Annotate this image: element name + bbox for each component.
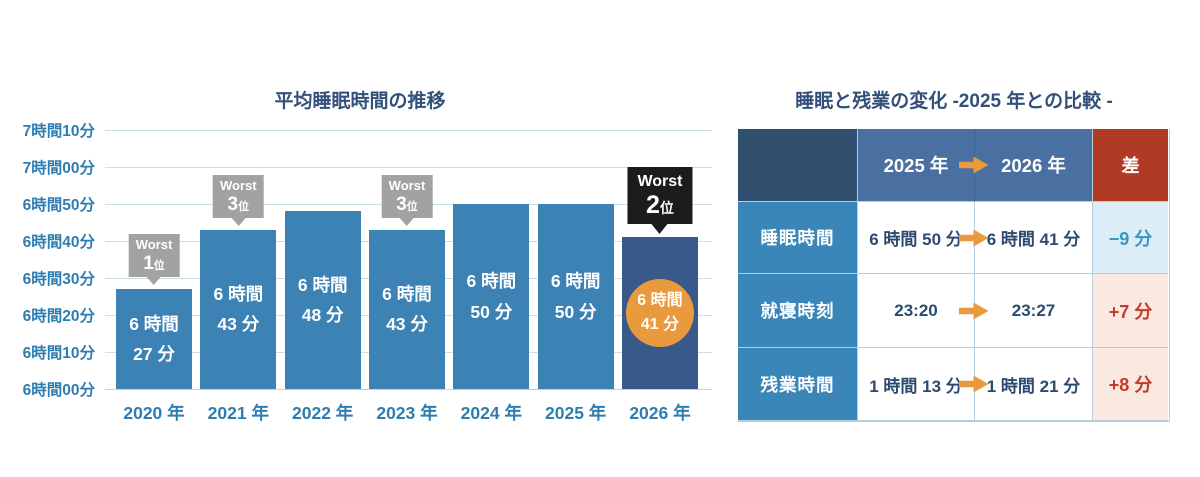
x-axis-tick-label: 2020 年	[123, 403, 185, 423]
table-row-label: 残業時間	[738, 348, 858, 421]
table-header-year-to: 2026 年	[975, 129, 1093, 202]
gridline	[105, 130, 712, 131]
badge-word: Worst	[220, 178, 257, 194]
badge-pointer	[399, 217, 414, 226]
chart-title: 平均睡眠時間の推移	[274, 91, 446, 112]
bar: 6 時間 50 分	[453, 204, 530, 389]
x-axis-tick-label: 2026 年	[629, 403, 691, 423]
worst-rank-badge: Worst 2位	[627, 167, 693, 235]
badge-pointer	[651, 224, 668, 235]
badge-pointer	[231, 217, 246, 226]
bar-value-label: 6 時間 50 分	[466, 271, 517, 322]
table-header-blank-cell	[738, 129, 858, 202]
table-value-to: 6 時間 41 分	[975, 202, 1093, 274]
bar-value-label: 6 時間 43 分	[213, 284, 264, 335]
x-axis-tick-label: 2024 年	[460, 403, 522, 423]
y-axis-tick-label: 6時間00分	[22, 382, 95, 399]
header-right-arrow-icon	[959, 156, 989, 174]
highlight-value-circle: 6 時間 41 分	[625, 279, 694, 348]
table-row-label: 就寝時刻	[738, 274, 858, 348]
bar: 6 時間 50 分	[537, 204, 614, 389]
worst-rank-badge: Worst 1位	[128, 234, 180, 286]
gridline	[105, 167, 712, 168]
bar: 6 時間 43 分 Worst 3位	[200, 175, 277, 389]
y-axis-tick-label: 6時間40分	[22, 234, 95, 251]
bar: 6 時間 48 分	[284, 211, 361, 389]
bar-value-label: 6 時間 50 分	[550, 271, 601, 322]
table-title: 睡眠と残業の変化 -2025 年との比較 -	[795, 91, 1113, 112]
gridline	[105, 389, 712, 390]
value-from-text: 23:20	[894, 300, 938, 320]
table-row-label: 睡眠時間	[738, 202, 858, 274]
table-value-from: 1 時間 13 分	[858, 348, 989, 421]
x-axis-tick-label: 2023 年	[376, 403, 438, 423]
value-from-text: 1 時間 13 分	[869, 376, 963, 396]
badge-word: Worst	[388, 178, 426, 194]
bar-highlighted: 6 時間 41 分 Worst 2位	[621, 167, 698, 389]
badge-rank: 3位	[396, 193, 418, 215]
x-axis-tick-label: 2025 年	[544, 403, 607, 423]
table-diff-value: −9 分	[1093, 202, 1168, 274]
y-axis-tick-label: 6時間10分	[22, 345, 95, 362]
sleep-trend-chart-panel: 平均睡眠時間の推移 7時間10分 7時間00分 6時間50分 6時間40分 6時間30分…	[23, 91, 712, 423]
x-axis-tick-label: 2021 年	[207, 403, 269, 423]
row-right-arrow-icon	[959, 229, 989, 246]
badge-rank: 1位	[143, 252, 165, 274]
badge-word: Worst	[135, 237, 173, 253]
bar-value-label: 6 時間 27 分	[129, 313, 179, 365]
row-right-arrow-icon	[959, 375, 989, 393]
y-axis-tick-label: 6時間50分	[22, 197, 95, 214]
worst-rank-badge: Worst 3位	[213, 175, 264, 226]
table-header-year-from: 2025 年	[858, 129, 989, 202]
worst-rank-badge: Worst 3位	[381, 175, 433, 226]
row-right-arrow-icon	[959, 302, 989, 319]
badge-rank: 3位	[227, 193, 250, 215]
table-value-from: 6 時間 50 分	[858, 202, 989, 274]
header-year-from-label: 2025 年	[883, 155, 949, 176]
bar: 6 時間 27 分 Worst 1位	[116, 234, 192, 389]
bar: 6 時間 43 分 Worst 3位	[368, 175, 445, 389]
table-header-diff: 差	[1093, 129, 1168, 202]
bar-value-label: 6 時間 41 分	[637, 292, 683, 334]
bar-chart-plot-area: 7時間10分 7時間00分 6時間50分 6時間40分 6時間30分 6時間20分 6時間1…	[23, 123, 712, 423]
table-diff-value: +7 分	[1093, 274, 1168, 348]
comparison-table-panel: 睡眠と残業の変化 -2025 年との比較 - 2025 年 2026 年差睡眠時間…	[738, 86, 1170, 422]
table-value-to: 1 時間 21 分	[975, 348, 1093, 421]
table-value-to: 23:27	[975, 274, 1093, 348]
badge-pointer	[146, 277, 161, 286]
table-diff-value: +8 分	[1093, 348, 1168, 421]
bar-value-label: 6 時間 43 分	[382, 284, 432, 335]
y-axis-tick-label: 7時間10分	[22, 123, 95, 140]
value-from-text: 6 時間 50 分	[869, 230, 963, 249]
x-axis-tick-label: 2022 年	[292, 403, 354, 423]
y-axis-tick-label: 6時間30分	[22, 271, 95, 288]
y-axis-tick-label: 6時間20分	[22, 308, 95, 325]
y-axis-tick-label: 7時間00分	[22, 160, 95, 177]
comparison-table: 2025 年 2026 年差睡眠時間 6 時間 50 分 6 時間 41 分 −9 分就…	[738, 129, 1170, 422]
bar-value-label: 6 時間 48 分	[297, 275, 348, 326]
badge-rank: 2位	[646, 191, 674, 220]
badge-word: Worst	[637, 173, 683, 191]
table-value-from: 23:20	[858, 274, 989, 348]
